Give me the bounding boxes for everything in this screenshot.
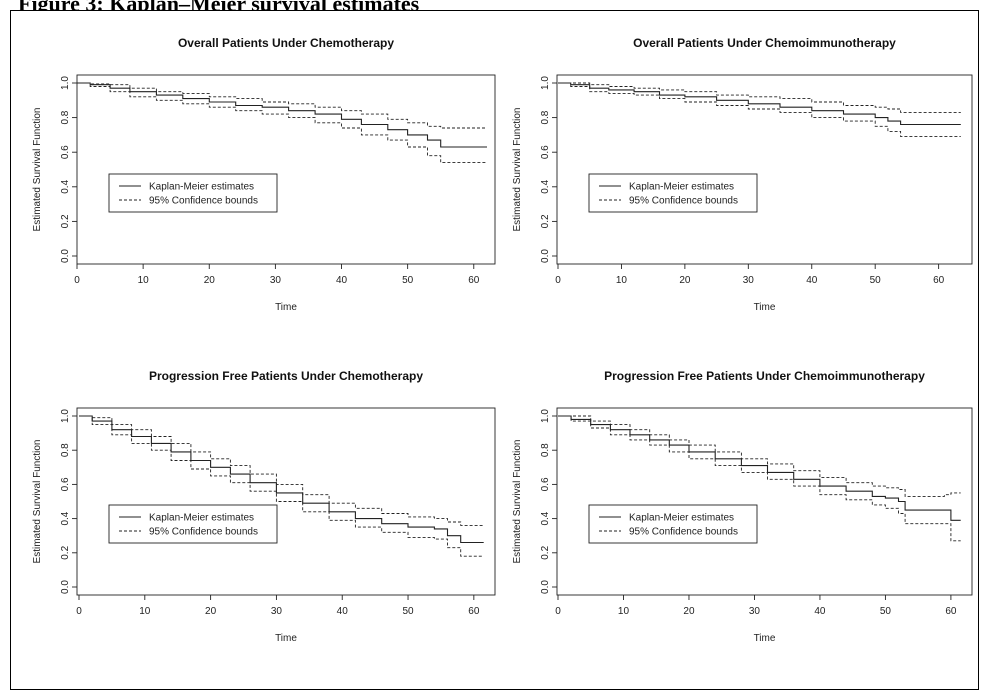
- y-tick-label: 0.4: [540, 179, 551, 193]
- x-tick-label: 40: [337, 606, 349, 617]
- x-tick-label: 0: [555, 275, 561, 286]
- confidence-lower-line: [558, 82, 961, 138]
- x-tick-label: 20: [679, 275, 691, 286]
- chart-panel-1: Overall Patients Under Chemotherapy 0 10 20…: [32, 36, 496, 313]
- plot-box: [76, 74, 496, 265]
- x-axis-label: Time: [754, 633, 776, 644]
- y-tick-label: 0.4: [540, 511, 551, 525]
- km-estimate-line: [77, 82, 487, 148]
- figure-plots: Overall Patients Under Chemotherapy 0 10 20…: [32, 36, 973, 644]
- y-tick-label: 0.0: [540, 249, 551, 263]
- x-tick-label: 10: [138, 275, 150, 286]
- x-tick-label: 0: [555, 606, 561, 617]
- y-tick-label: 0.6: [60, 145, 71, 159]
- y-axis-label: Estimated Survival Function: [512, 108, 523, 232]
- km-estimate-line: [558, 415, 961, 521]
- x-tick-label: 60: [945, 606, 957, 617]
- confidence-lower-line: [77, 82, 487, 164]
- x-tick-label: 50: [880, 606, 892, 617]
- x-tick-label: 0: [76, 606, 82, 617]
- x-tick-label: 50: [402, 275, 414, 286]
- legend-label: Kaplan-Meier estimates: [149, 182, 254, 193]
- x-tick-label: 30: [743, 275, 755, 286]
- chart-title: Progression Free Patients Under Chemoimm…: [604, 369, 925, 383]
- x-tick-label: 20: [683, 606, 695, 617]
- legend-label: 95% Confidence bounds: [629, 196, 738, 207]
- x-tick-label: 50: [402, 606, 414, 617]
- legend-label: Kaplan-Meier estimates: [629, 182, 734, 193]
- y-tick-label: 0.8: [60, 443, 71, 457]
- x-tick-label: 40: [814, 606, 826, 617]
- confidence-upper-line: [558, 82, 961, 113]
- x-tick-label: 60: [933, 275, 945, 286]
- confidence-upper-line: [558, 415, 961, 497]
- y-tick-label: 0.2: [60, 545, 71, 559]
- legend-label: Kaplan-Meier estimates: [149, 513, 254, 524]
- y-tick-label: 0.0: [540, 580, 551, 594]
- y-tick-label: 0.8: [540, 110, 551, 124]
- y-tick-label: 0.2: [540, 545, 551, 559]
- legend-label: 95% Confidence bounds: [149, 527, 258, 538]
- y-tick-label: 0.6: [540, 145, 551, 159]
- y-tick-label: 0.0: [60, 580, 71, 594]
- x-tick-label: 50: [870, 275, 882, 286]
- x-tick-label: 30: [271, 606, 283, 617]
- y-tick-label: 0.6: [60, 477, 71, 491]
- x-tick-label: 30: [749, 606, 761, 617]
- x-tick-label: 20: [205, 606, 217, 617]
- chart-title: Overall Patients Under Chemotherapy: [178, 36, 394, 50]
- legend-box: [108, 504, 278, 544]
- x-tick-label: 20: [204, 275, 216, 286]
- chart-title: Progression Free Patients Under Chemothe…: [149, 369, 423, 383]
- y-tick-label: 0.2: [540, 214, 551, 228]
- x-axis-label: Time: [275, 633, 297, 644]
- plot-box: [556, 74, 973, 265]
- legend-label: 95% Confidence bounds: [629, 527, 738, 538]
- y-axis-label: Estimated Survival Function: [32, 108, 43, 232]
- legend-box: [588, 504, 758, 544]
- chart-panel-4: Progression Free Patients Under Chemoimm…: [512, 369, 973, 644]
- y-axis-label: Estimated Survival Function: [512, 440, 523, 564]
- x-tick-label: 0: [74, 275, 80, 286]
- legend-box: [108, 173, 278, 213]
- x-tick-label: 40: [806, 275, 818, 286]
- x-tick-label: 30: [270, 275, 282, 286]
- x-tick-label: 60: [468, 606, 480, 617]
- confidence-upper-line: [79, 415, 484, 526]
- plot-box: [76, 407, 496, 596]
- y-tick-label: 1.0: [540, 409, 551, 423]
- x-tick-label: 60: [468, 275, 480, 286]
- plot-box: [556, 407, 973, 596]
- y-tick-label: 0.4: [60, 511, 71, 525]
- chart-panel-2: Overall Patients Under Chemoimmunotherap…: [512, 36, 973, 313]
- y-tick-label: 0.8: [540, 443, 551, 457]
- legend-label: 95% Confidence bounds: [149, 196, 258, 207]
- y-tick-label: 1.0: [540, 76, 551, 90]
- confidence-lower-line: [558, 415, 961, 542]
- km-estimate-line: [79, 415, 484, 544]
- x-tick-label: 10: [616, 275, 628, 286]
- legend-label: Kaplan-Meier estimates: [629, 513, 734, 524]
- y-tick-label: 0.0: [60, 249, 71, 263]
- y-tick-label: 0.8: [60, 110, 71, 124]
- y-tick-label: 0.6: [540, 477, 551, 491]
- y-tick-label: 0.2: [60, 214, 71, 228]
- x-tick-label: 40: [336, 275, 348, 286]
- chart-title: Overall Patients Under Chemoimmunotherap…: [633, 36, 896, 50]
- y-tick-label: 1.0: [60, 409, 71, 423]
- chart-panel-3: Progression Free Patients Under Chemothe…: [32, 369, 496, 644]
- y-axis-label: Estimated Survival Function: [32, 440, 43, 564]
- y-tick-label: 0.4: [60, 179, 71, 193]
- x-tick-label: 10: [139, 606, 151, 617]
- confidence-lower-line: [79, 415, 484, 557]
- x-axis-label: Time: [754, 302, 776, 313]
- legend-box: [588, 173, 758, 213]
- figure-frame: [10, 10, 979, 690]
- x-axis-label: Time: [275, 302, 297, 313]
- confidence-upper-line: [77, 82, 487, 129]
- y-tick-label: 1.0: [60, 76, 71, 90]
- km-estimate-line: [558, 82, 961, 126]
- x-tick-label: 10: [618, 606, 630, 617]
